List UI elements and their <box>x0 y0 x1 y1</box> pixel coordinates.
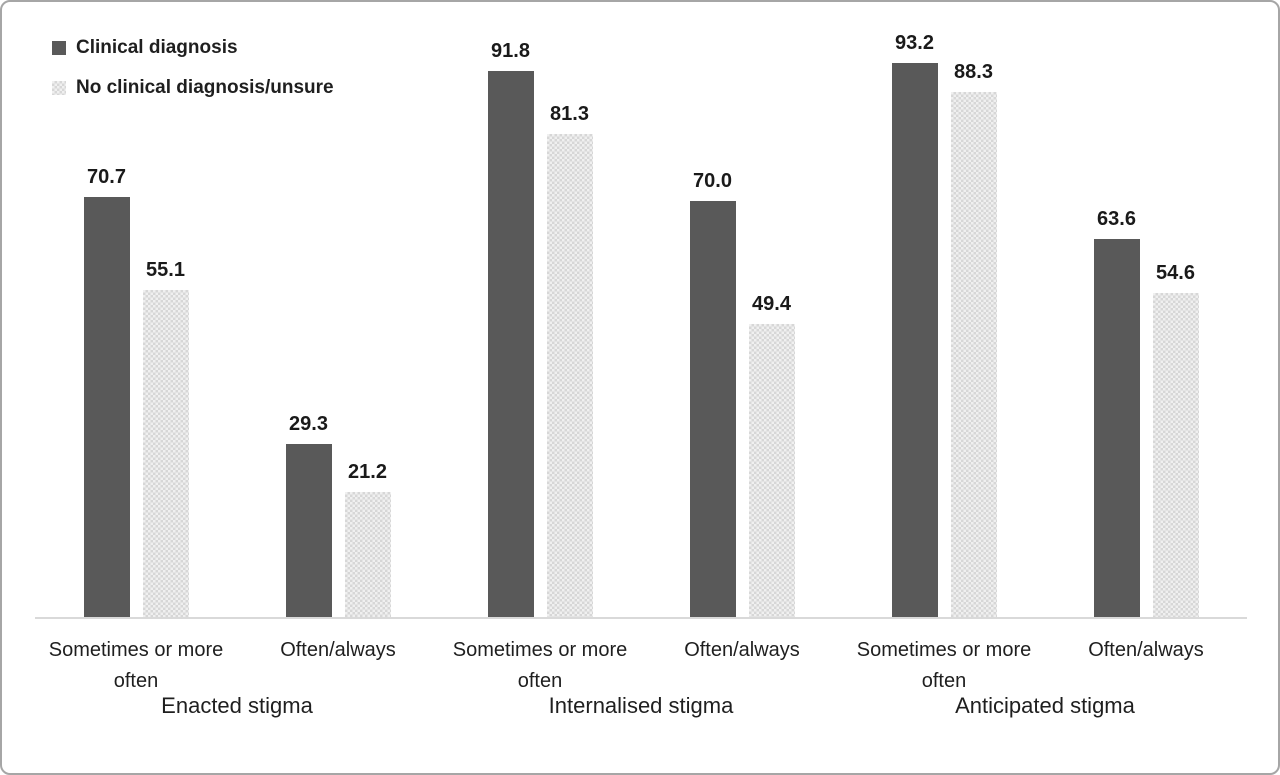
category-label: Sometimes or more often <box>856 639 1032 692</box>
bar-clinical-diagnosis: 70.7 <box>83 167 130 619</box>
bar-value-label: 63.6 <box>1097 208 1136 230</box>
legend-item-clinical-diagnosis: Clinical diagnosis <box>52 28 334 68</box>
category-slot: 29.3 21.2 <box>237 22 439 619</box>
group-axis-label: Enacted stigma <box>161 693 313 718</box>
legend-item-no-clinical-diagnosis: No clinical diagnosis/unsure <box>52 68 334 108</box>
bar-value-label: 55.1 <box>146 259 185 281</box>
bar-value-label: 93.2 <box>895 32 934 54</box>
bar-value-label: 70.0 <box>693 170 732 192</box>
bar-value-label: 88.3 <box>954 61 993 83</box>
bar-clinical-diagnosis: 70.0 <box>689 171 736 619</box>
legend-swatch-solid-icon <box>52 41 66 55</box>
bar-value-label: 70.7 <box>87 166 126 188</box>
group-axis-label: Internalised stigma <box>548 693 734 718</box>
bar-no-clinical-diagnosis: 88.3 <box>950 62 997 619</box>
category-label: Sometimes or more often <box>452 639 628 692</box>
x-axis-line <box>35 617 1247 619</box>
category-slot: 93.2 88.3 <box>843 22 1045 619</box>
bar-value-label: 49.4 <box>752 293 791 315</box>
bar-value-label: 29.3 <box>289 413 328 435</box>
plot-slots: 70.7 55.1 29.3 21.2 91.8 81.3 70.0 49.4 93.2 88.3… <box>35 22 1247 619</box>
category-labels: Sometimes or more often Often/always Somet… <box>35 635 1247 697</box>
category-label: Sometimes or more often <box>48 639 224 692</box>
category-label: Often/always <box>684 639 800 661</box>
category-label: Often/always <box>280 639 396 661</box>
bar-clinical-diagnosis: 93.2 <box>891 33 938 619</box>
legend: Clinical diagnosis No clinical diagnosis… <box>52 28 334 108</box>
plot-area: 70.7 55.1 29.3 21.2 91.8 81.3 70.0 49.4 93.2 88.3… <box>35 22 1247 619</box>
bar-no-clinical-diagnosis: 55.1 <box>142 260 189 619</box>
legend-label-clinical-diagnosis: Clinical diagnosis <box>76 37 238 58</box>
bar-no-clinical-diagnosis: 21.2 <box>344 462 391 619</box>
bar-clinical-diagnosis: 29.3 <box>285 414 332 619</box>
bar-clinical-diagnosis: 63.6 <box>1093 209 1140 619</box>
legend-label-no-clinical-diagnosis: No clinical diagnosis/unsure <box>76 77 334 98</box>
category-slot: 91.8 81.3 <box>439 22 641 619</box>
group-labels: Enacted stigma Internalised stigma Anticip… <box>35 693 1247 719</box>
bar-value-label: 21.2 <box>348 461 387 483</box>
category-label: Often/always <box>1088 639 1204 661</box>
bar-value-label: 81.3 <box>550 103 589 125</box>
bar-no-clinical-diagnosis: 54.6 <box>1152 263 1199 619</box>
category-slot: 63.6 54.6 <box>1045 22 1247 619</box>
bar-value-label: 91.8 <box>491 40 530 62</box>
bar-no-clinical-diagnosis: 81.3 <box>546 104 593 619</box>
bar-value-label: 54.6 <box>1156 262 1195 284</box>
category-slot: 70.0 49.4 <box>641 22 843 619</box>
bar-clinical-diagnosis: 91.8 <box>487 41 534 619</box>
bar-no-clinical-diagnosis: 49.4 <box>748 294 795 619</box>
legend-swatch-dotted-icon <box>52 81 66 95</box>
group-axis-label: Anticipated stigma <box>955 693 1135 718</box>
category-slot: 70.7 55.1 <box>35 22 237 619</box>
